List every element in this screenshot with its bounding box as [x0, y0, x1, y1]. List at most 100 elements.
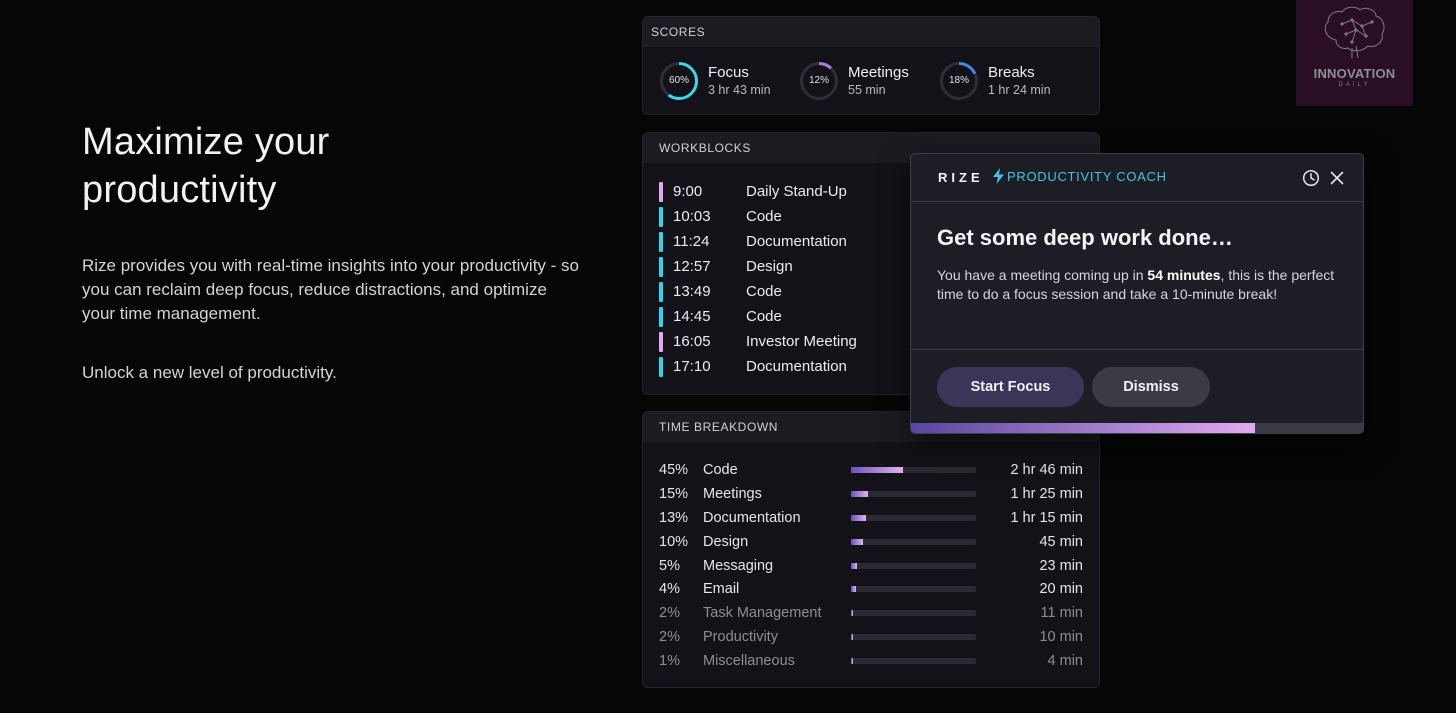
breakdown-percent: 1%	[659, 653, 680, 670]
breakdown-row: 1% Miscellaneous 4 min	[659, 649, 1083, 673]
breakdown-percent: 2%	[659, 629, 680, 646]
breakdown-percent: 45%	[659, 461, 689, 478]
time-breakdown-panel: TIME BREAKDOWN 45% Code 2 hr 46 min 15% Meet…	[642, 411, 1100, 688]
score-percent: 60%	[668, 75, 689, 86]
workblock-row[interactable]: 9:00 Daily Stand-Up	[659, 179, 1099, 204]
breakdown-duration: 45 min	[1039, 533, 1083, 550]
brain-icon	[1324, 6, 1385, 59]
coach-message-highlight: 54 minutes	[1147, 267, 1221, 283]
breakdown-duration: 20 min	[1039, 581, 1083, 598]
breakdown-bar-track	[851, 634, 976, 641]
breakdown-bar-fill	[851, 586, 856, 593]
breakdown-percent: 2%	[659, 605, 680, 622]
breakdown-category: Email	[703, 581, 740, 598]
breakdown-percent: 15%	[659, 485, 689, 502]
breakdown-row: 45% Code 2 hr 46 min	[659, 458, 1083, 482]
coach-header: RIZE PRODUCTIVITY COACH	[911, 154, 1363, 202]
workblock-time: 9:00	[673, 183, 703, 200]
score-percent: 12%	[808, 75, 829, 86]
breakdown-row: 2% Productivity 10 min	[659, 625, 1083, 649]
score-ring: 60%	[659, 61, 699, 101]
breakdown-bar-fill	[851, 562, 857, 569]
workblock-name: Code	[746, 308, 782, 325]
coach-actions: Start Focus Dismiss	[911, 350, 1363, 407]
breakdown-duration: 1 hr 15 min	[1010, 509, 1083, 526]
workblock-row[interactable]: 17:10 Documentation	[659, 354, 1099, 379]
workblock-list: 9:00 Daily Stand-Up 10:03 Code 11:24 Document…	[643, 163, 1099, 379]
score-label: Focus	[708, 64, 749, 81]
breakdown-bar-fill	[851, 658, 853, 665]
workblock-color-bar	[659, 256, 663, 277]
breakdown-bar-track	[851, 466, 976, 473]
workblock-time: 12:57	[673, 258, 711, 275]
close-icon[interactable]	[1328, 169, 1346, 187]
breakdown-row: 10% Design 45 min	[659, 530, 1083, 554]
coach-body: Get some deep work done… You have a meet…	[911, 202, 1363, 350]
breakdown-percent: 13%	[659, 509, 689, 526]
workblock-name: Design	[746, 258, 793, 275]
workblock-color-bar	[659, 331, 663, 352]
lightning-icon	[993, 168, 1004, 184]
rize-logo: RIZE	[938, 170, 984, 185]
workblock-time: 16:05	[673, 333, 711, 350]
workblock-color-bar	[659, 206, 663, 227]
score-ring-arc	[940, 62, 978, 100]
breakdown-bar-track	[851, 586, 976, 593]
productivity-coach-dialog: RIZE PRODUCTIVITY COACH Get some deep wo…	[910, 153, 1364, 434]
breakdown-category: Messaging	[703, 557, 774, 574]
score-list: 60% Focus 3 hr 43 min 12% Meetings 55 min 18% B…	[643, 47, 1099, 101]
clock-icon[interactable]	[1302, 169, 1320, 187]
breakdown-row: 13% Documentation 1 hr 15 min	[659, 506, 1083, 530]
breakdown-row: 4% Email 20 min	[659, 577, 1083, 601]
score-duration: 1 hr 24 min	[988, 83, 1051, 97]
workblock-row[interactable]: 10:03 Code	[659, 204, 1099, 229]
breakdown-category: Code	[703, 461, 738, 478]
coach-message-start: You have a meeting coming up in	[937, 267, 1148, 283]
breakdown-bar-track	[851, 514, 976, 521]
workblock-name: Documentation	[746, 358, 847, 375]
watermark-title: INNOVATION	[1313, 66, 1396, 81]
start-focus-button[interactable]: Start Focus	[937, 367, 1084, 407]
workblock-row[interactable]: 14:45 Code	[659, 304, 1099, 329]
breakdown-duration: 23 min	[1039, 557, 1083, 574]
breakdown-bar-track	[851, 610, 976, 617]
workblock-row[interactable]: 13:49 Code	[659, 279, 1099, 304]
coach-message: You have a meeting coming up in 54 minut…	[937, 266, 1337, 303]
workblock-row[interactable]: 16:05 Investor Meeting	[659, 329, 1099, 354]
dismiss-button[interactable]: Dismiss	[1092, 367, 1210, 407]
breakdown-bar-fill	[851, 538, 863, 545]
workblock-name: Documentation	[746, 233, 847, 250]
workblock-row[interactable]: 12:57 Design	[659, 254, 1099, 279]
workblock-row[interactable]: 11:24 Documentation	[659, 229, 1099, 254]
workblock-color-bar	[659, 231, 663, 252]
workblock-time: 13:49	[673, 283, 711, 300]
score-text: Focus 3 hr 43 min	[708, 64, 771, 98]
score-ring: 12%	[799, 61, 839, 101]
score-duration: 55 min	[848, 83, 886, 97]
score-item: 60% Focus 3 hr 43 min	[659, 61, 799, 101]
breakdown-category: Documentation	[703, 509, 801, 526]
scores-heading: SCORES	[643, 17, 1099, 47]
breakdown-bar-fill	[851, 610, 854, 617]
breakdown-bar-track	[851, 538, 976, 545]
score-label: Breaks	[988, 64, 1035, 81]
workblock-name: Daily Stand-Up	[746, 183, 847, 200]
score-ring: 18%	[939, 61, 979, 101]
breakdown-row: 5% Messaging 23 min	[659, 554, 1083, 578]
breakdown-category: Miscellaneous	[703, 653, 795, 670]
score-duration: 3 hr 43 min	[708, 83, 771, 97]
coach-tag-label: PRODUCTIVITY COACH	[1007, 168, 1167, 184]
workblock-time: 14:45	[673, 308, 711, 325]
breakdown-percent: 4%	[659, 581, 680, 598]
breakdown-percent: 5%	[659, 557, 680, 574]
score-ring-arc	[800, 62, 838, 100]
breakdown-bar-fill	[851, 466, 904, 473]
breakdown-category: Task Management	[703, 605, 822, 622]
workblock-color-bar	[659, 306, 663, 327]
workblock-name: Code	[746, 208, 782, 225]
workblock-time: 17:10	[673, 358, 711, 375]
score-ring-arc	[660, 62, 698, 100]
workblock-name: Code	[746, 283, 782, 300]
breakdown-bar-fill	[851, 490, 869, 497]
